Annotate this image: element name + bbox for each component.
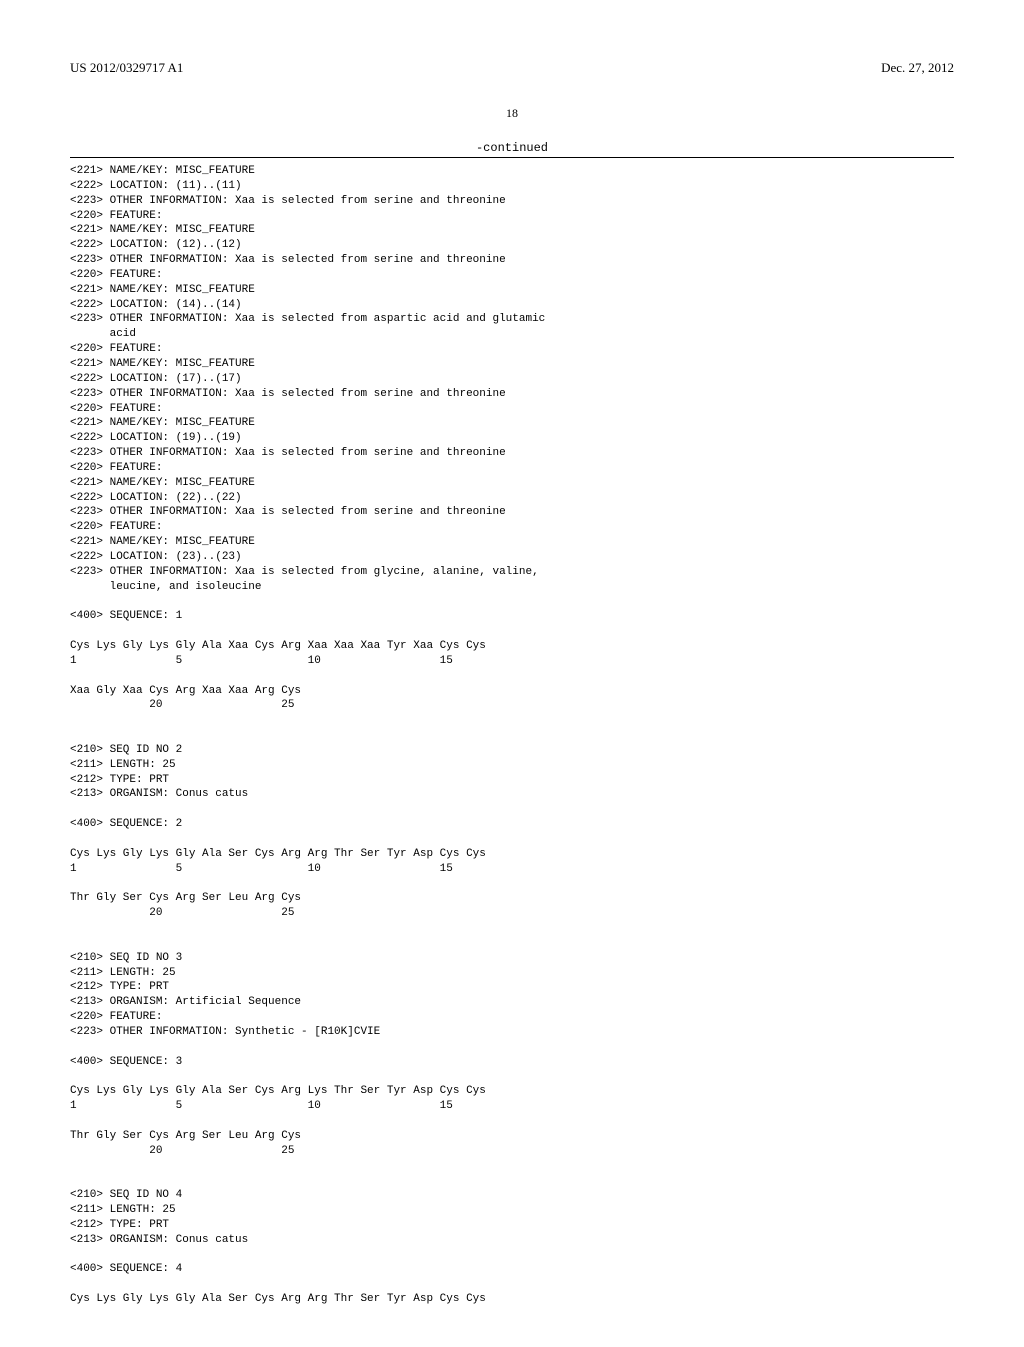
page-container: US 2012/0329717 A1 Dec. 27, 2012 18 -con… (0, 0, 1024, 1347)
doc-number: US 2012/0329717 A1 (70, 60, 183, 76)
page-header: US 2012/0329717 A1 Dec. 27, 2012 (70, 60, 954, 76)
continued-label: -continued (70, 141, 954, 155)
doc-date: Dec. 27, 2012 (881, 60, 954, 76)
sequence-listing-body: <221> NAME/KEY: MISC_FEATURE <222> LOCAT… (70, 164, 954, 1307)
page-number: 18 (70, 106, 954, 121)
horizontal-rule (70, 157, 954, 158)
